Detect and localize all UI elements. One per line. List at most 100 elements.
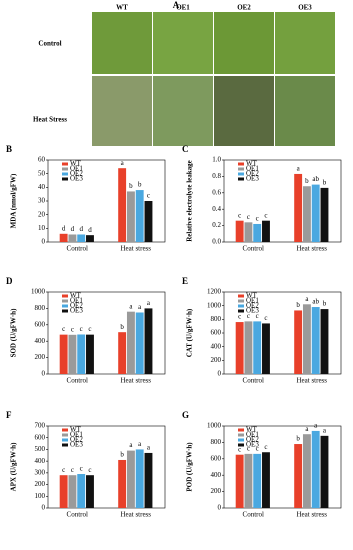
legend-swatch xyxy=(62,428,68,432)
significance-letter: c xyxy=(88,325,91,333)
legend-swatch xyxy=(238,428,244,432)
significance-letter: c xyxy=(71,325,74,333)
significance-letter: ab xyxy=(312,175,319,183)
y-tick-label: 1000 xyxy=(207,422,222,430)
bar xyxy=(262,220,270,242)
legend-swatch xyxy=(62,177,68,181)
significance-letter: a xyxy=(121,159,125,167)
legend-swatch xyxy=(62,299,68,303)
legend-label: WT xyxy=(70,160,82,168)
legend-swatch xyxy=(62,294,68,298)
x-tick-label: Control xyxy=(67,245,88,253)
bar xyxy=(59,475,68,508)
legend-label: OE2 xyxy=(246,436,259,444)
photo-grid xyxy=(92,12,335,146)
photo xyxy=(92,12,152,74)
legend-swatch xyxy=(62,433,68,437)
legend-swatch xyxy=(62,162,68,166)
significance-letter: b xyxy=(120,451,124,459)
significance-letter: a xyxy=(138,440,142,448)
y-tick-label: 10 xyxy=(38,224,46,232)
significance-letter: c xyxy=(256,444,259,452)
x-tick-label: Heat stress xyxy=(296,377,327,385)
bar xyxy=(118,459,127,508)
bar xyxy=(235,220,244,242)
bar xyxy=(244,321,253,374)
legend-swatch xyxy=(238,309,244,313)
bar xyxy=(118,332,127,374)
y-tick-label: 300 xyxy=(35,468,46,476)
bar xyxy=(294,173,303,242)
legend-label: OE1 xyxy=(246,297,259,305)
significance-letter: c xyxy=(88,466,91,474)
bar xyxy=(86,475,94,508)
y-tick-label: 1000 xyxy=(31,288,46,296)
legend-swatch xyxy=(238,443,244,447)
legend-label: OE2 xyxy=(70,436,83,444)
row-label: Heat Stress xyxy=(33,116,67,124)
significance-letter: b xyxy=(296,435,300,443)
panel-label: D xyxy=(6,276,13,286)
column-label: OE1 xyxy=(176,4,190,12)
significance-letter: a xyxy=(305,425,309,433)
significance-letter: c xyxy=(247,444,250,452)
significance-letter: d xyxy=(62,224,66,232)
bar xyxy=(311,184,320,242)
y-tick-label: 0 xyxy=(42,504,46,512)
bar xyxy=(68,475,77,508)
bar xyxy=(244,453,253,508)
y-tick-label: 200 xyxy=(35,480,46,488)
photo xyxy=(153,76,213,146)
bar xyxy=(126,450,135,508)
y-tick-label: 0 xyxy=(218,370,222,378)
bar xyxy=(302,434,311,508)
significance-letter: c xyxy=(80,465,83,473)
significance-letter: c xyxy=(62,325,65,333)
y-axis-label: POD (U/gFW·h) xyxy=(186,442,194,492)
bar xyxy=(77,474,86,508)
legend-swatch xyxy=(238,172,244,176)
x-tick-label: Control xyxy=(243,245,264,253)
y-tick-label: 800 xyxy=(211,438,222,446)
column-label: OE2 xyxy=(237,4,251,12)
legend-swatch xyxy=(62,167,68,171)
significance-letter: b xyxy=(323,300,327,308)
bar xyxy=(311,430,320,508)
significance-letter: d xyxy=(79,225,83,233)
bar xyxy=(235,454,244,508)
y-tick-label: 0 xyxy=(42,238,46,246)
y-axis-label: SOD (U/gFW·h) xyxy=(10,308,18,357)
legend-label: OE3 xyxy=(246,441,259,449)
bar xyxy=(77,234,86,242)
legend-swatch xyxy=(238,304,244,308)
y-tick-label: 200 xyxy=(211,356,222,364)
y-tick-label: 400 xyxy=(35,337,46,345)
x-tick-label: Heat stress xyxy=(120,377,151,385)
significance-letter: b xyxy=(120,323,124,331)
bar xyxy=(320,309,329,374)
y-tick-label: 0.2 xyxy=(212,221,221,229)
panel-label: C xyxy=(182,144,189,154)
bar xyxy=(86,235,94,242)
significance-letter: c xyxy=(256,312,259,320)
legend-swatch xyxy=(238,167,244,171)
x-tick-label: Heat stress xyxy=(120,511,151,519)
significance-letter: c xyxy=(247,312,250,320)
panel-label: E xyxy=(182,276,188,286)
legend-swatch xyxy=(62,304,68,308)
bar xyxy=(144,452,153,508)
bar xyxy=(294,310,303,374)
legend-label: OE3 xyxy=(70,175,83,183)
legend-label: OE1 xyxy=(246,431,259,439)
bar xyxy=(144,201,153,242)
bar xyxy=(126,191,135,242)
legend-label: WT xyxy=(246,160,258,168)
bar xyxy=(244,222,253,242)
y-tick-label: 30 xyxy=(38,197,46,205)
significance-letter: d xyxy=(71,225,75,233)
significance-letter: a xyxy=(323,426,327,434)
bar xyxy=(77,334,86,374)
y-tick-label: 40 xyxy=(38,183,46,191)
plot-frame xyxy=(223,425,342,509)
